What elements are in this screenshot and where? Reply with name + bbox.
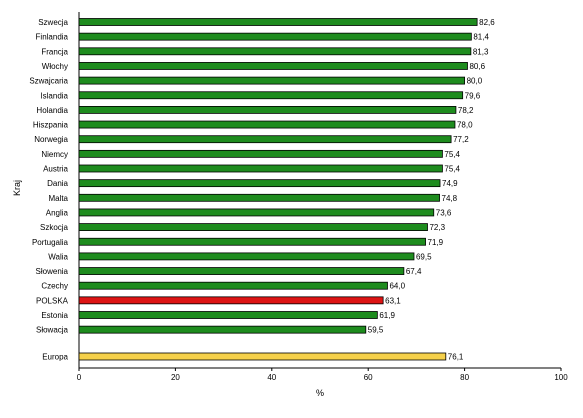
value-label-4: 80,6 (469, 62, 485, 71)
category-label-8: Hiszpania (33, 121, 69, 130)
category-label-7: Holandia (36, 106, 68, 115)
category-label-20: POLSKA (36, 296, 69, 305)
value-label-11: 75,4 (444, 165, 460, 174)
category-label-5: Szwajcaria (29, 77, 68, 86)
category-label-18: Słowenia (36, 267, 69, 276)
bar-13 (78, 193, 440, 202)
bar-6 (78, 91, 464, 100)
category-label-14: Anglia (46, 208, 69, 217)
value-label-3: 81,3 (473, 47, 489, 56)
value-label-22: 59,5 (368, 326, 384, 335)
value-label-15: 72,3 (429, 223, 445, 232)
bar-20 (78, 296, 384, 305)
category-label-13: Malta (48, 194, 68, 203)
x-tick-label-6: 100 (554, 373, 568, 382)
bar-2 (78, 32, 472, 41)
bar-18 (78, 267, 405, 275)
category-label-9: Norwegia (34, 135, 68, 144)
value-label-5: 80,0 (467, 77, 483, 86)
bar-23 (78, 352, 447, 361)
value-label-6: 79,6 (465, 91, 481, 100)
category-label-21: Estonia (41, 311, 68, 320)
bar-14 (78, 208, 435, 217)
bar-15 (78, 223, 428, 232)
value-label-9: 77,2 (453, 135, 469, 144)
category-label-16: Portugalia (32, 238, 69, 247)
category-label-11: Austria (43, 165, 68, 174)
value-label-13: 74,8 (442, 194, 458, 203)
bar-19 (78, 281, 388, 290)
value-label-17: 69,5 (416, 252, 432, 261)
bar-22 (78, 325, 367, 334)
value-label-19: 64,0 (389, 282, 405, 291)
bar-12 (78, 179, 441, 188)
value-label-14: 73,6 (436, 208, 452, 217)
bar-21 (78, 311, 378, 319)
category-label-1: Szwecja (38, 18, 68, 27)
bar-7 (78, 106, 457, 114)
bar-10 (78, 149, 443, 158)
value-label-20: 63,1 (385, 296, 401, 305)
bar-11 (78, 164, 443, 173)
category-label-12: Dania (47, 179, 68, 188)
x-tick-label-4: 60 (364, 373, 373, 382)
x-axis-label: % (316, 388, 324, 398)
value-label-16: 71,9 (428, 238, 444, 247)
x-tick-label-2: 20 (171, 373, 180, 382)
category-label-10: Niemcy (41, 150, 68, 159)
value-label-23: 76,1 (448, 353, 464, 362)
value-label-8: 78,0 (457, 121, 473, 130)
x-tick-label-1: 0 (77, 373, 82, 382)
value-label-18: 67,4 (406, 267, 422, 276)
value-label-21: 61,9 (379, 311, 395, 320)
bar-5 (78, 76, 466, 85)
category-label-19: Czechy (41, 282, 68, 291)
bar-17 (78, 252, 415, 261)
value-label-1: 82,6 (479, 18, 495, 27)
value-label-10: 75,4 (444, 150, 460, 159)
y-axis-label: Kraj (12, 180, 22, 196)
plot-area: Szwecja Finlandia Francja Włochy Szwajcaria I… (29, 12, 568, 382)
value-label-2: 81,4 (473, 33, 489, 42)
category-label-6: Islandia (40, 91, 68, 100)
x-tick-label-5: 80 (460, 373, 469, 382)
category-label-15: Szkocja (40, 223, 69, 232)
category-label-3: Francja (41, 47, 68, 56)
category-label-4: Włochy (42, 62, 68, 71)
bar-4 (78, 62, 468, 70)
value-label-7: 78,2 (458, 106, 474, 115)
category-label-17: Walia (48, 252, 68, 261)
category-label-22: Słowacja (36, 326, 69, 335)
bar-3 (78, 47, 472, 56)
bar-16 (78, 237, 426, 246)
bar-9 (78, 135, 452, 144)
bar-1 (78, 18, 478, 26)
bar-8 (78, 120, 456, 129)
category-label-2: Finlandia (36, 33, 69, 42)
x-tick-label-3: 40 (267, 373, 276, 382)
category-label-23: Europa (42, 353, 68, 362)
value-label-12: 74,9 (442, 179, 458, 188)
